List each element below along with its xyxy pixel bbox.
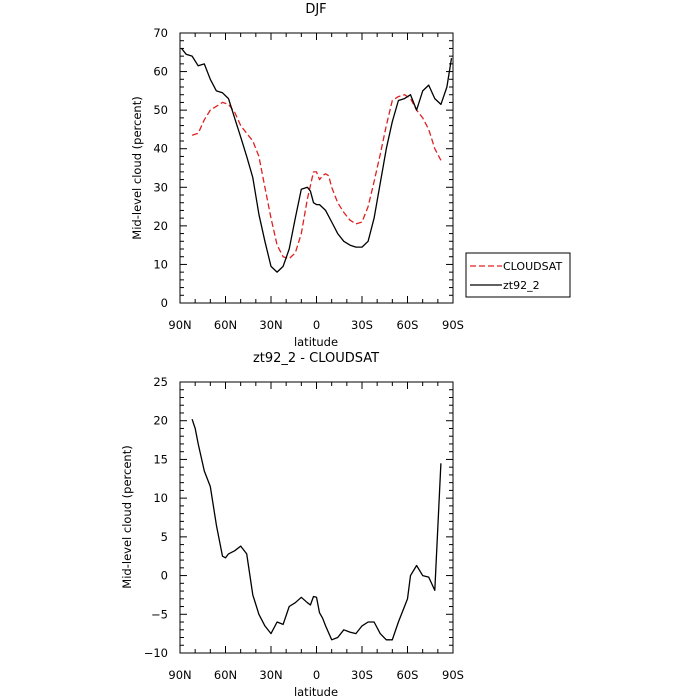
y-tick-label: 10: [153, 257, 168, 271]
y-tick-label: 0: [161, 296, 168, 310]
x-tick-label: 90S: [442, 668, 464, 682]
y-tick-label: 40: [153, 142, 168, 156]
legend-label-cloudsat: CLOUDSAT: [503, 260, 562, 273]
x-tick-label: 30S: [351, 668, 373, 682]
legend-box: [465, 252, 571, 298]
plot-frame: [179, 32, 454, 304]
plot-frame: [179, 381, 454, 654]
series-group: [191, 418, 442, 641]
chart-difference: zt92_2 - CLOUDSAT 90N 60N 30N 0 30S 60S 90S −10…: [120, 351, 464, 699]
x-tick-label: 30N: [259, 668, 282, 682]
axis-ticks: 90N 60N 30N 0 30S 60S 90S 0 10 20 30 40 50 60 70: [153, 26, 464, 332]
x-tick-label: 60N: [214, 668, 237, 682]
axis-ticks: 90N 60N 30N 0 30S 60S 90S −10 −5 0 5 10 15 20 25: [144, 375, 464, 682]
x-tick-label: 90N: [168, 668, 191, 682]
x-tick-label: 90N: [168, 318, 191, 332]
x-tick-label: 30S: [351, 318, 373, 332]
chart-title: DJF: [305, 2, 326, 17]
x-tick-label: 30N: [259, 318, 282, 332]
y-tick-label: 5: [161, 530, 168, 544]
chart-djf: DJF 90N 60N 30N 0 30S 60S 90S 0 10 20 30 40 50 60 70 l…: [130, 2, 464, 349]
y-tick-label: 50: [153, 103, 168, 117]
x-tick-label: 90S: [442, 318, 464, 332]
x-tick-label: 0: [313, 318, 320, 332]
y-tick-label: 20: [153, 219, 168, 233]
y-tick-label: −5: [151, 607, 168, 621]
legend-label-zt92-2: zt92_2: [503, 279, 540, 292]
y-tick-label: 30: [153, 180, 168, 194]
x-axis-label: latitude: [294, 685, 338, 699]
y-axis-label: Mid-level cloud (percent): [130, 96, 144, 239]
y-tick-label: 25: [153, 375, 168, 389]
y-tick-label: 0: [161, 569, 168, 583]
x-tick-label: 60S: [397, 318, 419, 332]
series-line-zt92-2: [180, 47, 453, 273]
y-tick-label: −10: [144, 646, 168, 660]
x-tick-label: 60S: [397, 668, 419, 682]
y-axis-label: Mid-level cloud (percent): [120, 445, 134, 588]
x-tick-label: 60N: [214, 318, 237, 332]
legend: CLOUDSAT zt92_2: [465, 252, 571, 298]
series-line-cloudsat: [191, 94, 442, 260]
x-axis-label: latitude: [294, 335, 338, 349]
y-tick-label: 20: [153, 414, 168, 428]
y-tick-label: 10: [153, 491, 168, 505]
series-line-difference-0: [191, 418, 442, 641]
y-tick-label: 70: [153, 26, 168, 40]
chart-title: zt92_2 - CLOUDSAT: [253, 351, 379, 366]
y-tick-label: 15: [153, 452, 168, 466]
series-group: [180, 47, 453, 273]
y-tick-label: 60: [153, 65, 168, 79]
x-tick-label: 0: [313, 668, 320, 682]
